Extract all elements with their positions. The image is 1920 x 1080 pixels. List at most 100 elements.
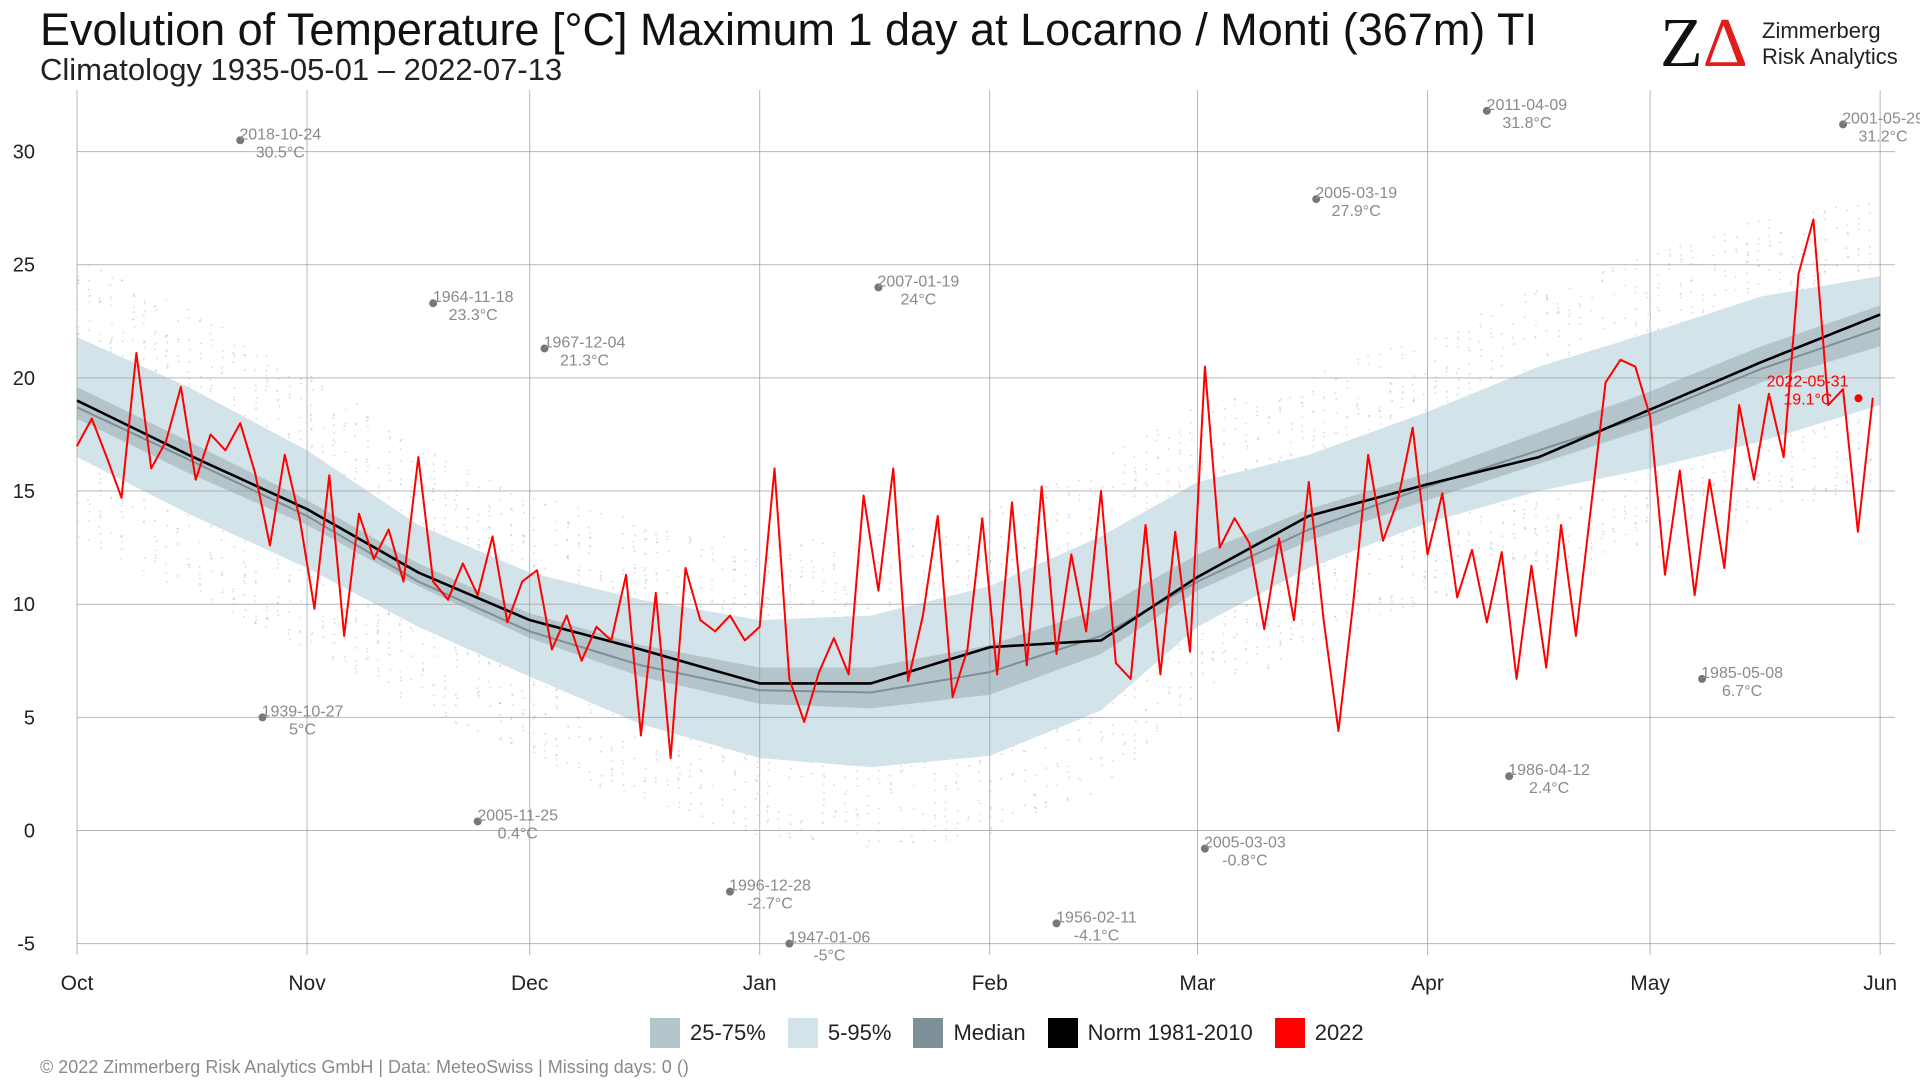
background-dot [198, 566, 201, 568]
background-dot [1702, 466, 1704, 469]
background-dot [1289, 396, 1292, 399]
background-dot [834, 591, 837, 594]
background-dot [165, 545, 167, 548]
background-dot [1524, 369, 1526, 372]
series-2022-point [803, 721, 805, 723]
background-dot [243, 575, 246, 577]
background-dot [589, 739, 591, 741]
background-dot [433, 528, 435, 530]
background-dot [478, 539, 481, 542]
background-dot [1680, 297, 1682, 299]
background-dot [399, 440, 402, 442]
background-dot [255, 384, 257, 387]
background-dot [632, 525, 635, 527]
background-dot [1645, 292, 1648, 294]
series-2022-point [91, 417, 93, 420]
background-dot [111, 276, 113, 279]
background-dot [1079, 779, 1082, 782]
background-dot [700, 802, 703, 805]
background-dot [1613, 516, 1616, 518]
background-dot [300, 382, 302, 385]
background-dot [88, 301, 91, 303]
background-dot [133, 311, 135, 313]
background-dot [322, 615, 325, 618]
background-dot [1657, 328, 1659, 330]
series-2022-point [269, 544, 271, 547]
background-dot [132, 506, 134, 508]
background-dot [1757, 220, 1760, 223]
background-dot [88, 510, 91, 513]
background-dot [211, 344, 213, 347]
background-dot [388, 430, 390, 433]
background-dot [187, 371, 190, 374]
background-dot [944, 801, 947, 804]
background-dot [678, 754, 680, 757]
background-dot [1480, 349, 1482, 351]
background-dot [332, 444, 334, 447]
background-dot [1768, 269, 1770, 271]
background-dot [1591, 485, 1593, 488]
background-dot [232, 611, 235, 614]
background-dot [777, 544, 780, 547]
series-2022-point [521, 580, 524, 583]
background-dot [365, 658, 368, 660]
background-dot [1735, 289, 1737, 292]
background-dot [243, 354, 245, 356]
background-dot [177, 528, 179, 530]
record-point [236, 136, 245, 145]
background-dot [1279, 640, 1282, 643]
background-dot [1691, 257, 1694, 259]
background-dot [1223, 660, 1226, 663]
background-dot [298, 631, 301, 634]
background-dot [1791, 479, 1793, 482]
record-date: 1985-05-08 [1701, 665, 1783, 682]
background-dot [1812, 499, 1815, 502]
background-dot [756, 766, 759, 768]
series-2022-point [1352, 601, 1355, 603]
background-dot [711, 552, 714, 555]
background-dot [1702, 494, 1704, 496]
series-2022-point [966, 648, 969, 651]
background-dot [912, 784, 915, 787]
background-dot [299, 416, 302, 419]
background-dot [165, 562, 167, 565]
background-dot [532, 516, 535, 519]
background-dot [255, 417, 258, 419]
background-dot [1067, 516, 1070, 519]
background-dot [877, 778, 880, 781]
y-tick-label: 15 [13, 481, 35, 503]
background-dot [421, 674, 423, 677]
background-dot [1691, 279, 1693, 281]
background-dot [734, 769, 737, 772]
background-dot [1502, 346, 1505, 349]
record-value: 31.2°C [1859, 128, 1908, 145]
background-dot [310, 376, 312, 378]
background-dot [1702, 263, 1705, 265]
background-dot [476, 543, 479, 546]
background-dot [1690, 263, 1693, 265]
background-dot [254, 621, 256, 624]
background-dot [343, 474, 346, 477]
background-dot [1178, 703, 1181, 705]
background-dot [1813, 465, 1816, 468]
series-2022-point [1857, 530, 1859, 533]
background-dot [1290, 627, 1292, 630]
background-dot [1546, 541, 1549, 544]
background-dot [321, 626, 324, 629]
background-dot [1245, 468, 1247, 470]
background-dot [1402, 385, 1404, 388]
background-dot [756, 780, 758, 782]
background-dot [1145, 721, 1148, 724]
background-dot [478, 655, 480, 658]
background-dot [1801, 248, 1804, 251]
x-tick-label: Oct [61, 972, 94, 995]
background-dot [1446, 390, 1448, 393]
background-dot [1568, 351, 1570, 354]
background-dot [411, 461, 414, 463]
background-dot [789, 585, 791, 587]
background-dot [677, 575, 679, 578]
background-dot [1536, 290, 1538, 293]
background-dot [1201, 433, 1204, 436]
background-dot [354, 609, 357, 612]
background-dot [1723, 500, 1725, 503]
